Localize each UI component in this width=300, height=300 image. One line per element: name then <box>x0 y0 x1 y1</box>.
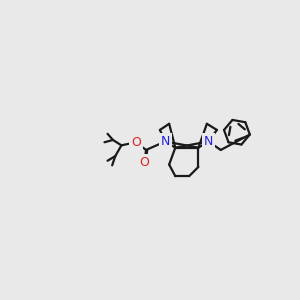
Text: O: O <box>140 156 149 169</box>
Text: O: O <box>131 136 141 149</box>
Text: N: N <box>204 135 213 148</box>
Text: N: N <box>160 135 170 148</box>
